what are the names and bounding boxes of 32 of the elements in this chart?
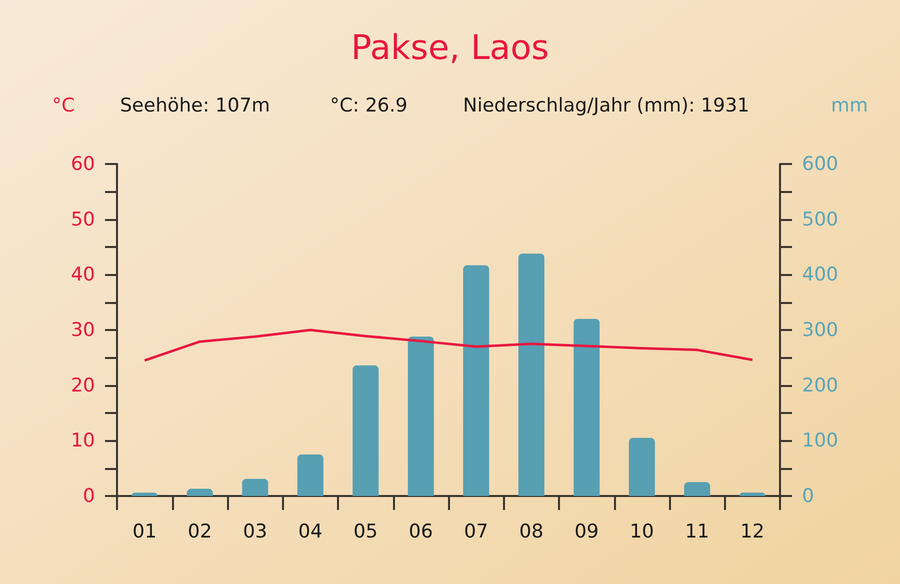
text: °C: 26.9 [330,94,408,116]
y-tick-label: 60 [70,153,95,175]
y2-tick-label: 500 [802,208,838,230]
x-tick-label: 08 [519,520,544,542]
x-tick-label: 04 [298,520,322,542]
y-tick-label: 30 [70,319,95,341]
x-tick-label: 05 [354,520,378,542]
x-tick-label: 06 [408,520,433,542]
chart-title: Pakse, Laos [350,28,550,68]
y-tick-label: 0 [82,485,95,507]
x-tick-label: 10 [630,520,654,542]
x-tick-label: 01 [132,520,157,542]
y-tick-label: 50 [70,208,95,230]
y-tick-label: 40 [70,264,95,286]
y2-tick-label: 400 [802,264,838,286]
y2-tick-label: 600 [802,153,838,175]
x-tick-label: 09 [574,520,599,542]
y2-tick-label: 100 [802,430,838,452]
y2-tick-label: 300 [802,319,838,341]
y-axis-title: °C [52,94,75,116]
x-tick-label: 07 [464,520,488,542]
y-tick-label: 10 [70,430,95,452]
y2-axis-title: mm [830,94,868,116]
y2-tick-label: 0 [802,485,814,507]
text: Seehöhe: 107m [120,94,270,116]
x-tick-label: 11 [685,520,710,542]
x-tick-label: 12 [740,520,764,542]
x-tick-label: 03 [243,520,268,542]
y-tick-label: 20 [70,374,95,396]
text: Niederschlag/Jahr (mm): 1931 [463,94,750,116]
y2-tick-label: 200 [802,374,838,396]
x-tick-label: 02 [188,520,212,542]
